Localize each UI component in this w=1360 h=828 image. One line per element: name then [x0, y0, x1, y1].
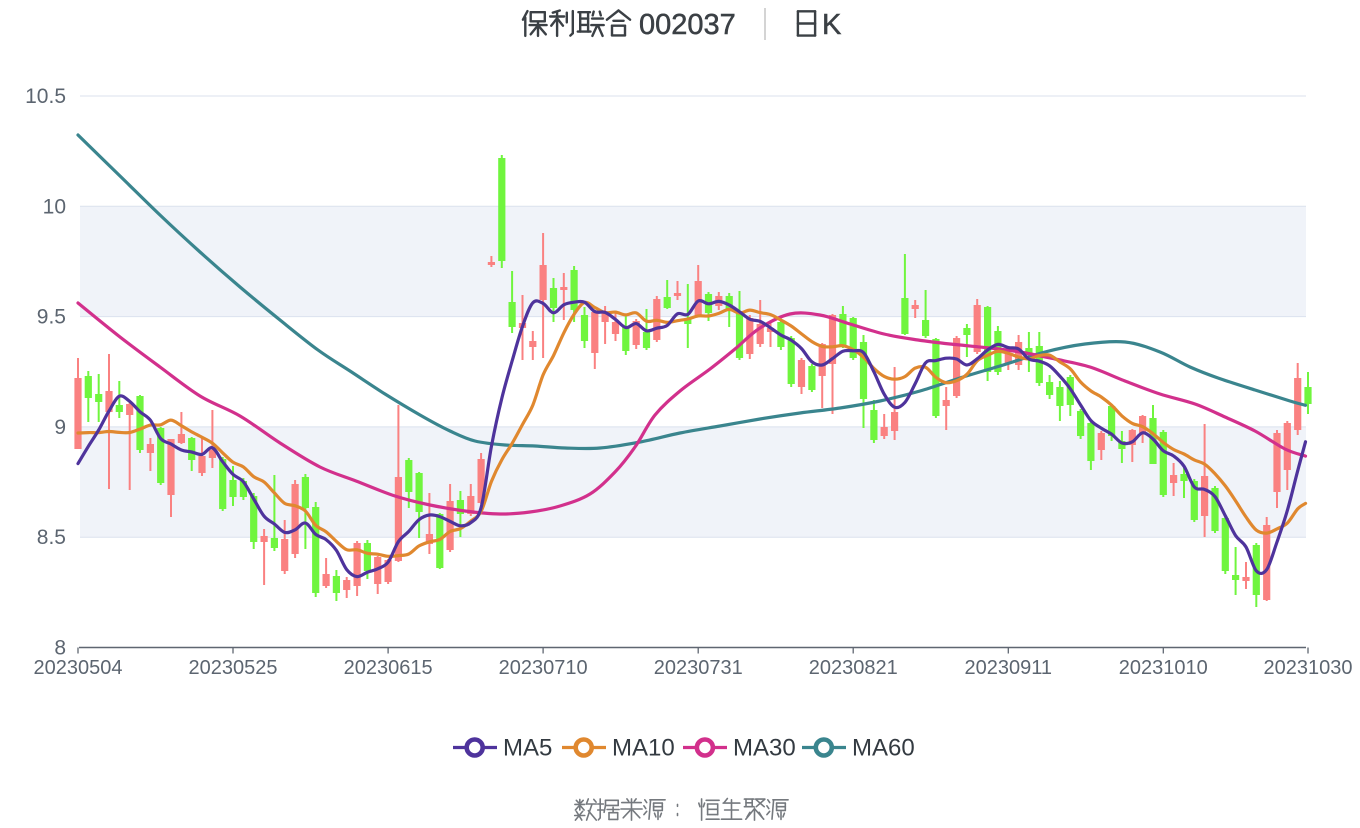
svg-text:8.5: 8.5 — [37, 526, 66, 549]
svg-text:20230821: 20230821 — [809, 657, 898, 679]
svg-text:10.5: 10.5 — [25, 85, 66, 108]
svg-text:10: 10 — [43, 195, 66, 218]
svg-text:002037: 002037 — [639, 9, 736, 41]
svg-text:20231010: 20231010 — [1119, 657, 1208, 679]
svg-text:20230615: 20230615 — [344, 657, 433, 679]
svg-text:8: 8 — [54, 637, 66, 660]
svg-text:9: 9 — [54, 416, 66, 439]
svg-text:MA5: MA5 — [503, 735, 552, 762]
svg-text:9.5: 9.5 — [37, 306, 66, 329]
svg-text:MA30: MA30 — [733, 735, 796, 762]
svg-text:20231030: 20231030 — [1264, 657, 1353, 679]
svg-text:MA60: MA60 — [852, 735, 915, 762]
svg-text:K: K — [822, 9, 842, 41]
svg-text:MA10: MA10 — [612, 735, 675, 762]
svg-text:20230525: 20230525 — [189, 657, 278, 679]
svg-text:20230504: 20230504 — [34, 657, 123, 679]
svg-text:20230911: 20230911 — [965, 657, 1053, 679]
svg-text:20230710: 20230710 — [499, 657, 588, 679]
svg-text:20230731: 20230731 — [654, 657, 743, 679]
